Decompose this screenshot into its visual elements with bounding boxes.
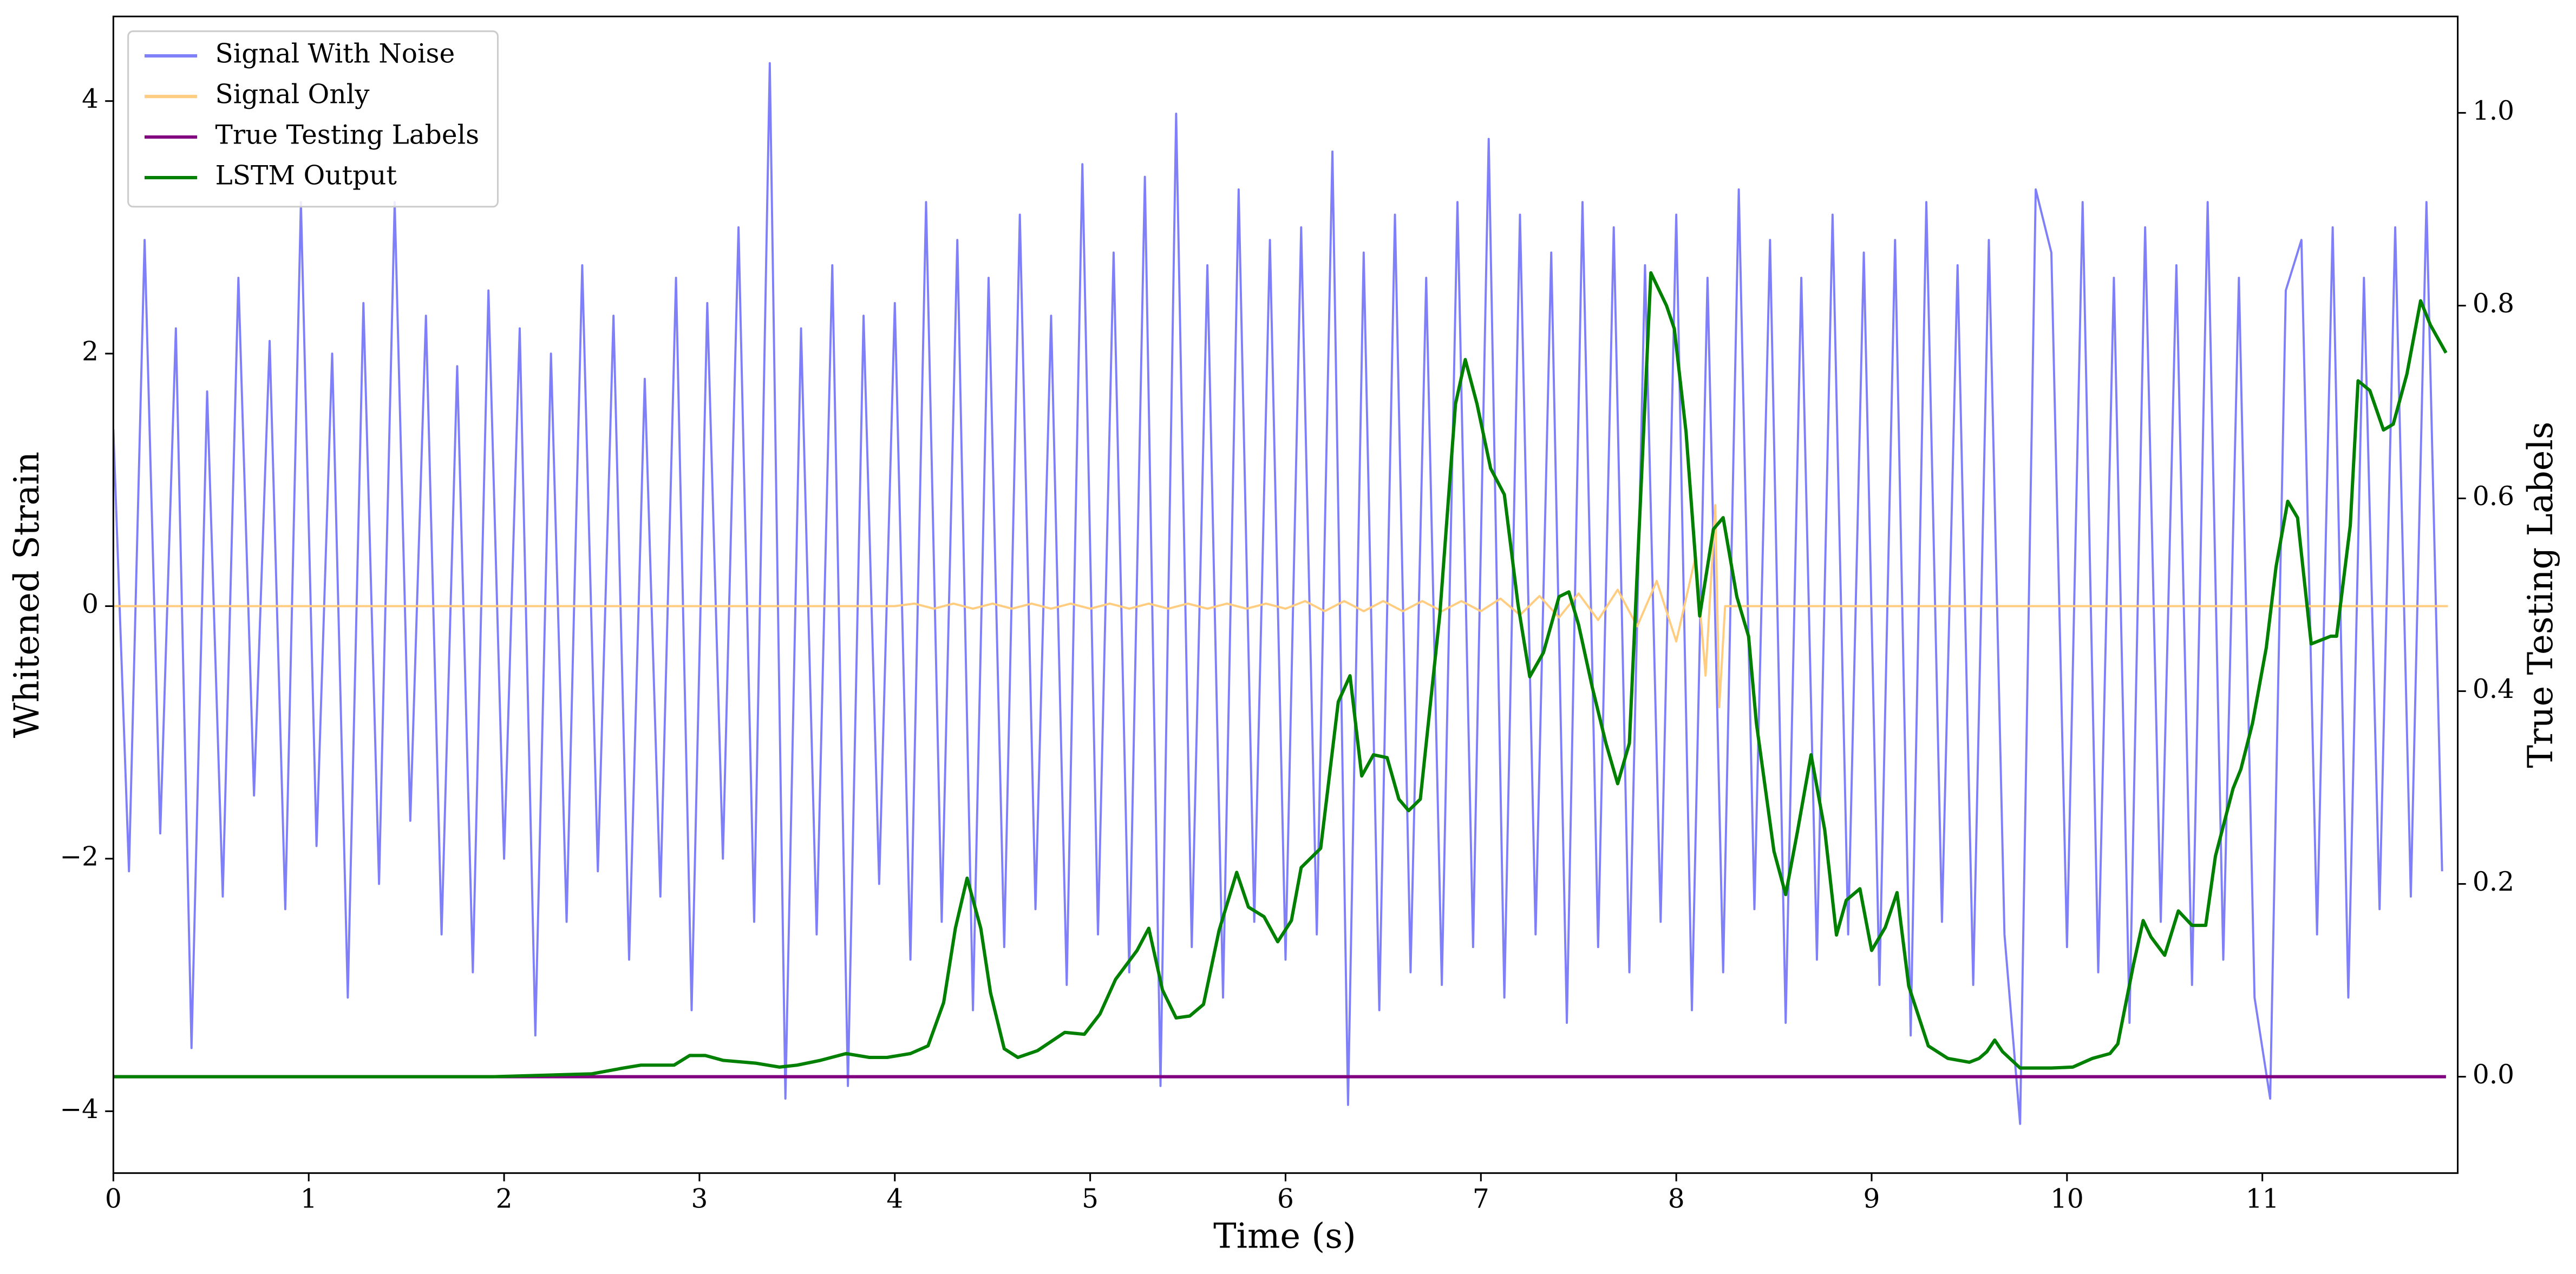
x-tick-label: 5	[1082, 1184, 1099, 1214]
x-tick-label: 2	[496, 1184, 513, 1214]
legend-label: LSTM Output	[215, 161, 397, 191]
y2-tick-label: 0.8	[2473, 289, 2514, 319]
x-tick-label: 9	[1864, 1184, 1880, 1214]
y-tick-label: 4	[82, 84, 99, 114]
x-axis-label: Time (s)	[1213, 1217, 1356, 1257]
y-axis-label: Whitened Strain	[7, 452, 47, 738]
x-tick-label: 11	[2246, 1184, 2279, 1214]
legend-label: True Testing Labels	[215, 120, 480, 151]
series-line	[113, 62, 2443, 1125]
x-tick-label: 10	[2050, 1184, 2084, 1214]
x-tick-label: 3	[691, 1184, 708, 1214]
legend-label: Signal With Noise	[215, 39, 455, 69]
legend-label: Signal Only	[215, 80, 370, 110]
y2-tick-label: 1.0	[2473, 96, 2514, 126]
x-tick-label: 8	[1668, 1184, 1685, 1214]
series-line	[113, 504, 2448, 709]
x-tick-label: 0	[105, 1184, 122, 1214]
legend-box	[127, 30, 499, 208]
y2-tick-label: 0.0	[2473, 1060, 2514, 1090]
x-tick-label: 7	[1473, 1184, 1489, 1214]
series-line	[113, 271, 2448, 1079]
y2-axis-label: True Testing Labels	[2521, 422, 2561, 768]
y2-tick-label: 0.2	[2473, 867, 2514, 897]
x-tick-label: 4	[886, 1184, 903, 1214]
plot-area	[113, 62, 2448, 1125]
legend: Signal With Noise Signal Only True Testing…	[127, 30, 499, 208]
x-tick-label: 6	[1277, 1184, 1294, 1214]
y-tick-label: −4	[60, 1094, 99, 1125]
y2-tick-label: 0.4	[2473, 674, 2514, 704]
y2-tick-label: 0.6	[2473, 481, 2514, 512]
y-tick-label: 0	[82, 589, 99, 619]
y-tick-label: 2	[82, 337, 99, 367]
x-tick-label: 1	[300, 1184, 317, 1214]
y-tick-label: −2	[60, 841, 99, 872]
